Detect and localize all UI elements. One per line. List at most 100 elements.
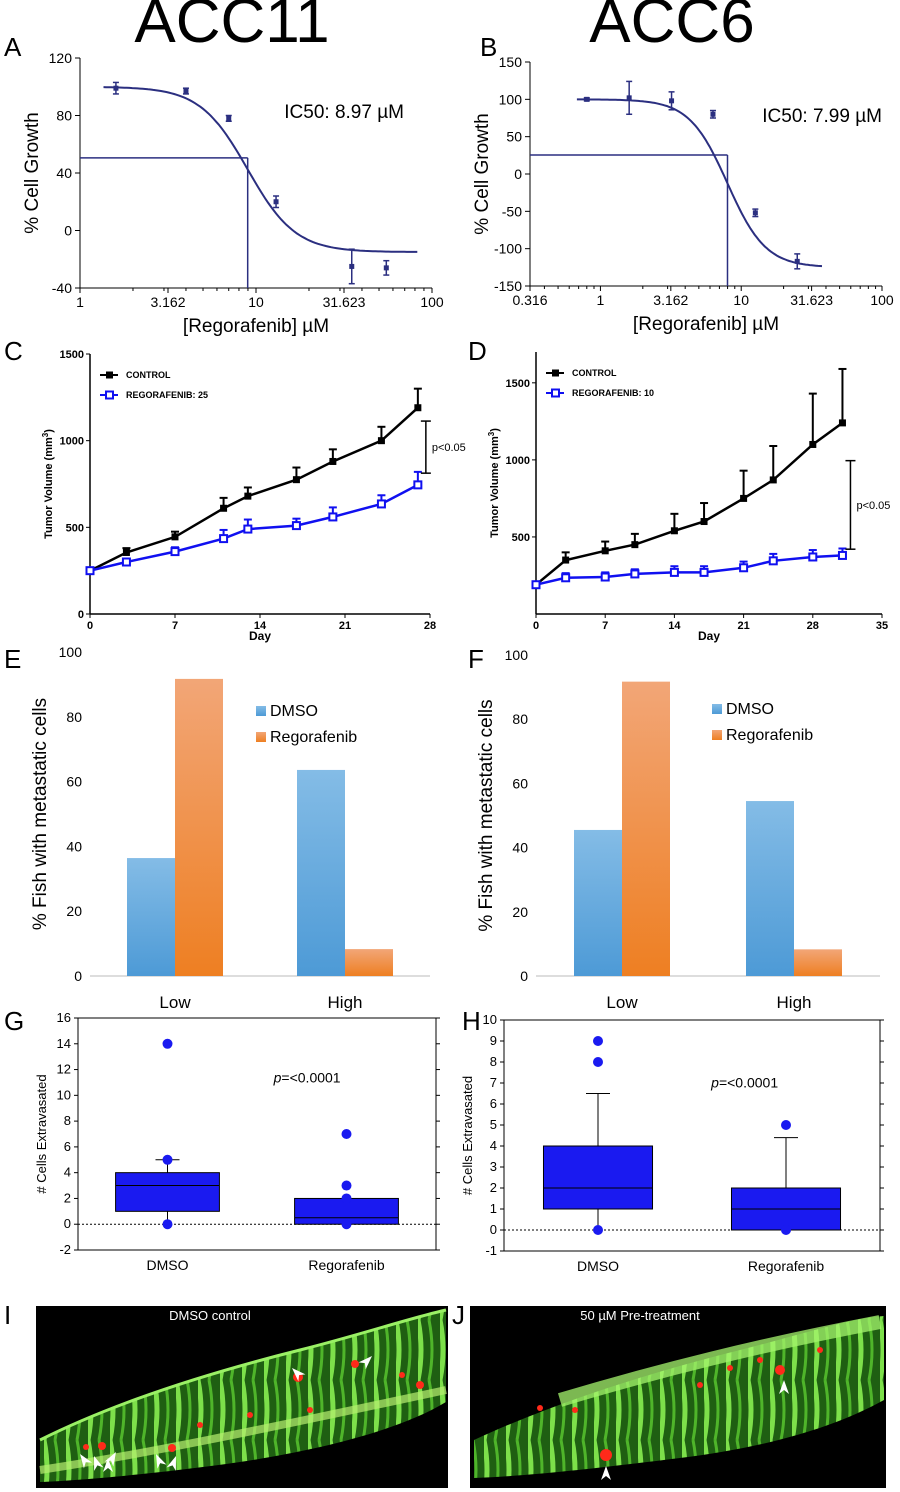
data-point — [710, 111, 716, 117]
y-tick-label: 6 — [490, 1096, 497, 1111]
y-tick-label: 8 — [490, 1054, 497, 1069]
image-i-title: DMSO control — [169, 1308, 251, 1323]
category-label: High — [328, 993, 363, 1012]
y-tick-label: 2 — [64, 1190, 71, 1205]
bar-regorafenib — [345, 949, 393, 976]
x-tick-label: 14 — [668, 620, 681, 632]
red-cell — [351, 1360, 359, 1368]
plot-frame — [503, 1019, 881, 1252]
panel-label-g: G — [4, 1006, 24, 1036]
y-tick-label: 80 — [66, 709, 82, 725]
legend-swatch — [712, 704, 722, 714]
title-acc11: ACC11 — [134, 0, 329, 56]
y-tick-label: 14 — [57, 1036, 71, 1051]
image-i-dorsal-vessel — [39, 1308, 447, 1442]
bar-regorafenib — [175, 678, 223, 976]
data-point — [243, 524, 253, 534]
p-value-text: =<0.0001 — [281, 1069, 340, 1085]
data-point — [219, 534, 229, 544]
y-axis-title-superscript: 3 — [41, 432, 50, 437]
panel-label-i: I — [4, 1300, 11, 1330]
chart-b-ic50-acc6: 0.316 1 3.162 10 31.623 100 -150 -100 -50 0 50 100 1… — [472, 54, 894, 335]
outlier-point — [593, 1057, 603, 1067]
x-axis-title: [Regorafenib] µM — [633, 314, 779, 335]
y-axis-title: % Fish with metastatic cells — [476, 699, 497, 931]
y-tick-label: 40 — [66, 838, 82, 854]
data-point — [699, 567, 709, 577]
x-tick-label: 21 — [339, 620, 351, 632]
data-point — [122, 548, 130, 556]
y-tick-label: 80 — [56, 108, 72, 124]
red-cell — [83, 1444, 89, 1450]
fit-curve — [103, 86, 418, 253]
red-cell — [775, 1365, 785, 1375]
red-cell — [98, 1442, 106, 1450]
y-tick-label: 0 — [74, 968, 82, 984]
p-value-text: =<0.0001 — [719, 1075, 778, 1091]
legend-label: CONTROL — [572, 368, 617, 378]
chart-d-tumor-volume-acc6: 0 7 14 21 28 35 500 1000 1500 CONTROL REGORAFENIB:… — [487, 352, 890, 643]
legend-marker — [105, 390, 114, 400]
arrowhead-marker — [80, 1454, 93, 1469]
data-point — [413, 480, 423, 490]
y-tick-label: 40 — [512, 840, 528, 856]
outlier-point — [341, 1193, 352, 1204]
y-tick-label: 0 — [78, 609, 84, 621]
data-point — [85, 566, 95, 576]
panel-label-j: J — [452, 1300, 465, 1330]
red-cell — [600, 1449, 612, 1461]
image-j-red-cells — [537, 1347, 823, 1480]
panel-label-h: H — [462, 1006, 481, 1036]
series-line — [89, 406, 419, 572]
x-tick-label: 0.316 — [512, 292, 547, 308]
legend-marker — [552, 369, 559, 377]
y-tick-label: 0 — [514, 166, 522, 182]
data-point — [329, 457, 337, 465]
data-point — [291, 521, 301, 531]
chart-e-metastasis-acc11: 0 20 40 60 80 100 Low High DMSO Regorafenib % Fish… — [30, 644, 430, 1012]
y-tick-label: -40 — [52, 280, 72, 296]
y-tick-label: 10 — [57, 1087, 71, 1102]
data-point — [669, 98, 675, 104]
y-tick-label: -2 — [59, 1242, 71, 1257]
outlier-point — [593, 1225, 603, 1235]
category-label: Regorafenib — [308, 1257, 384, 1273]
x-tick-label: 100 — [870, 292, 894, 308]
outlier-point — [341, 1129, 352, 1139]
panel-label-b: B — [480, 32, 497, 62]
data-point — [809, 440, 817, 448]
y-axis-title: % Cell Growth — [22, 112, 43, 233]
x-tick-label: 14 — [254, 620, 267, 632]
y-tick-label: -100 — [494, 241, 522, 257]
box — [115, 1172, 220, 1212]
arrowhead-marker — [103, 1458, 113, 1472]
data-point — [226, 115, 232, 121]
data-point — [808, 552, 818, 562]
microscopy-image-dmso-control: DMSO control — [36, 1306, 448, 1488]
x-tick-label: 31.623 — [323, 294, 366, 310]
y-tick-label: 80 — [512, 711, 528, 727]
y-tick-label: 1500 — [506, 378, 530, 390]
y-tick-label: 16 — [57, 1010, 71, 1025]
x-tick-label: 10 — [733, 292, 749, 308]
p-value-label: p=<0.0001 — [273, 1069, 341, 1085]
data-point — [171, 533, 179, 541]
data-point — [740, 494, 748, 502]
data-point — [292, 476, 300, 484]
y-tick-label: 1000 — [60, 436, 84, 448]
red-cell — [247, 1412, 253, 1418]
x-tick-label: 31.623 — [790, 292, 833, 308]
image-j-title: 50 µM Pre-treatment — [580, 1308, 700, 1323]
y-tick-label: 60 — [512, 775, 528, 791]
p-value-label: p<0.05 — [856, 500, 890, 512]
y-tick-label: 150 — [499, 54, 523, 70]
red-cell — [168, 1444, 176, 1452]
series-line — [535, 421, 844, 586]
arrowhead-marker — [779, 1380, 789, 1394]
legend-label: DMSO — [726, 701, 774, 718]
y-tick-label: 100 — [505, 647, 529, 663]
red-cell — [697, 1382, 703, 1388]
x-tick-label: 28 — [424, 620, 436, 632]
y-tick-label: 0 — [64, 223, 72, 239]
x-tick-label: 1 — [597, 292, 605, 308]
